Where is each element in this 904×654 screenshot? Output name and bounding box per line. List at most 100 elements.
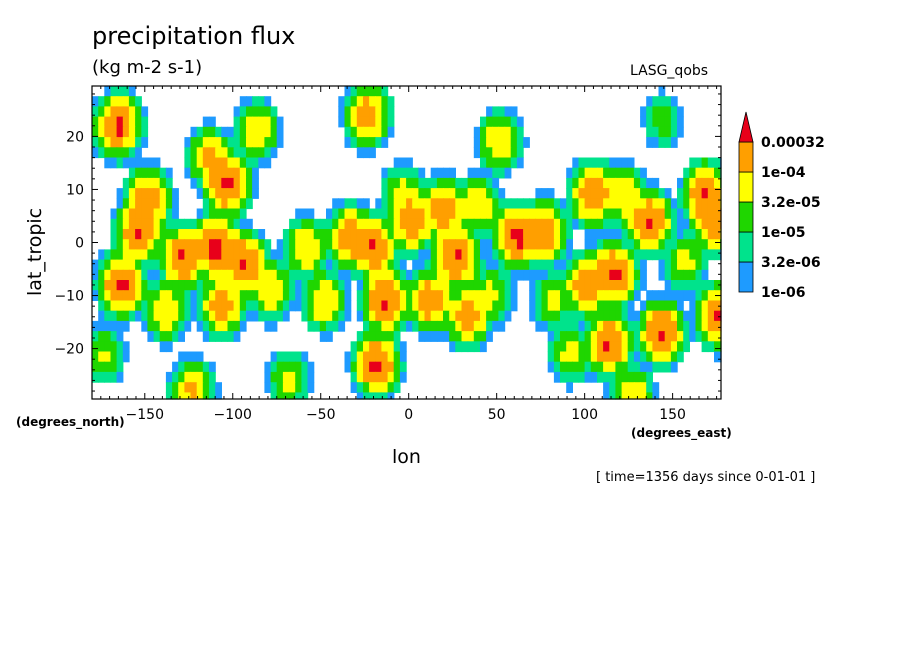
heatmap-cell — [141, 198, 149, 210]
heatmap-cell — [553, 331, 561, 342]
heatmap-cell — [658, 300, 666, 312]
heatmap-cell — [436, 310, 444, 322]
heatmap-cell — [572, 157, 580, 169]
heatmap-cell — [467, 229, 475, 240]
heatmap-cell — [597, 331, 604, 342]
heatmap-cell — [516, 239, 524, 250]
heatmap-cell — [714, 310, 721, 322]
heatmap-cell — [572, 259, 580, 271]
heatmap-cell — [190, 239, 198, 250]
heatmap-cell — [110, 106, 118, 118]
heatmap-cell — [677, 126, 684, 138]
heatmap-cell — [381, 126, 389, 138]
heatmap-cell — [418, 331, 426, 342]
heatmap-cell — [295, 229, 302, 240]
heatmap-cell — [264, 137, 272, 148]
heatmap-cell — [449, 249, 456, 261]
heatmap-cell — [209, 126, 216, 138]
heatmap-cell — [504, 269, 512, 281]
heatmap-cell — [652, 177, 660, 189]
heatmap-cell — [399, 300, 407, 312]
heatmap-cell — [270, 310, 278, 322]
heatmap-cell — [338, 106, 346, 118]
heatmap-cell — [184, 392, 192, 400]
heatmap-cell — [104, 157, 112, 169]
heatmap-cell — [547, 269, 555, 281]
heatmap-cell — [436, 259, 444, 271]
heatmap-cell — [535, 239, 543, 250]
heatmap-cell — [375, 331, 383, 342]
heatmap-cell — [202, 371, 210, 383]
heatmap-cell — [652, 361, 660, 373]
heatmap-cell — [252, 116, 259, 128]
heatmap-cell — [584, 320, 592, 332]
heatmap-cell — [363, 351, 370, 363]
heatmap-cell — [264, 290, 272, 301]
heatmap-cell — [412, 320, 419, 332]
heatmap-cell — [578, 351, 586, 363]
heatmap-cell — [276, 351, 284, 363]
heatmap-cell — [307, 361, 315, 373]
heatmap-cell — [135, 137, 142, 148]
heatmap-cell — [215, 208, 222, 220]
heatmap-cell — [135, 229, 142, 240]
heatmap-cell — [633, 351, 641, 363]
heatmap-cell — [621, 382, 629, 393]
heatmap-cell — [510, 137, 518, 148]
heatmap-cell — [369, 290, 376, 301]
heatmap-cell — [246, 249, 253, 261]
heatmap-cell — [356, 96, 364, 107]
heatmap-cell — [621, 229, 629, 240]
heatmap-cell — [480, 341, 487, 353]
heatmap-cell — [239, 269, 247, 281]
colorbar-label: 0.00032 — [761, 135, 825, 151]
heatmap-cell — [159, 259, 167, 271]
heatmap-cell — [492, 269, 500, 281]
heatmap-cell — [664, 351, 672, 363]
heatmap-cell — [412, 269, 419, 281]
heatmap-cell — [412, 259, 419, 271]
heatmap-cell — [227, 239, 235, 250]
heatmap-cell — [110, 259, 118, 271]
heatmap-cell — [424, 320, 432, 332]
heatmap-cell — [153, 167, 161, 179]
heatmap-cell — [159, 198, 167, 210]
heatmap-cell — [547, 320, 555, 332]
heatmap-cell — [215, 269, 222, 281]
heatmap-cell — [92, 331, 99, 342]
heatmap-cell — [498, 106, 506, 118]
heatmap-cell — [535, 320, 543, 332]
heatmap-cell — [664, 300, 672, 312]
heatmap-cell — [566, 208, 573, 220]
heatmap-cell — [670, 239, 678, 250]
heatmap-cell — [467, 290, 475, 301]
heatmap-cell — [443, 320, 450, 332]
heatmap-cell — [597, 208, 604, 220]
heatmap-cell — [369, 320, 376, 332]
heatmap-cell — [603, 198, 610, 210]
heatmap-cell — [436, 290, 444, 301]
heatmap-cell — [560, 198, 567, 210]
heatmap-cell — [264, 320, 272, 332]
heatmap-cell — [677, 269, 684, 281]
heatmap-cell — [393, 177, 401, 189]
heatmap-cell — [516, 249, 524, 261]
heatmap-cell — [424, 239, 432, 250]
heatmap-cell — [560, 259, 567, 271]
heatmap-cell — [652, 351, 660, 363]
heatmap-cell — [344, 198, 352, 210]
heatmap-cell — [677, 259, 684, 271]
heatmap-cell — [239, 167, 247, 179]
heatmap-cell — [202, 126, 210, 138]
heatmap-cell — [615, 239, 623, 250]
heatmap-cell — [652, 341, 660, 353]
heatmap-cell — [215, 229, 222, 240]
heatmap-cell — [258, 106, 266, 118]
heatmap-cell — [492, 188, 500, 199]
heatmap-cell — [590, 341, 598, 353]
heatmap-cell — [104, 361, 112, 373]
heatmap-cell — [141, 208, 149, 220]
heatmap-cell — [221, 320, 229, 332]
heatmap-cell — [689, 229, 697, 240]
heatmap-cell — [603, 320, 610, 332]
